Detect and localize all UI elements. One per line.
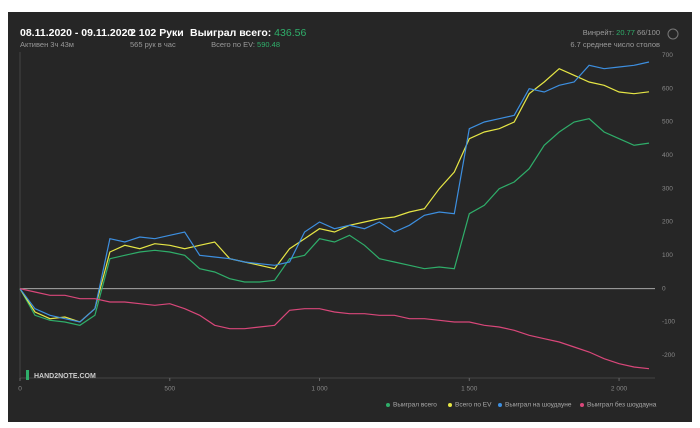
- series-line: [19, 288, 650, 370]
- series-line: [19, 61, 650, 323]
- logo-mark: [26, 370, 29, 380]
- x-tick-label: 1 000: [311, 386, 328, 393]
- series-line: [19, 67, 650, 323]
- y-tick-label: 100: [662, 252, 673, 259]
- winrate-value: 20.77: [616, 28, 635, 37]
- y-tick-label: 700: [662, 52, 673, 59]
- ev-value: 590.48: [257, 40, 280, 49]
- legend-swatch: [580, 403, 584, 407]
- winrate-label: Винрейт:: [583, 28, 614, 37]
- hands-per-hour: 565 рук в час: [130, 40, 176, 49]
- legend-swatch: [448, 403, 452, 407]
- hands: 2 102 Руки: [130, 27, 184, 39]
- tables: 6.7 среднее число столов: [570, 40, 660, 49]
- x-tick-label: 1 500: [461, 386, 478, 393]
- x-tick-label: 2 000: [611, 386, 628, 393]
- legend-label: Выиграл без шоудауна: [587, 401, 657, 409]
- legend-label: Всего по EV: [455, 402, 492, 409]
- active-time: Активен 3ч 43м: [20, 40, 74, 49]
- x-tick-label: 0: [18, 386, 22, 393]
- y-tick-label: 200: [662, 219, 673, 226]
- y-tick-label: 600: [662, 85, 673, 92]
- x-tick-label: 500: [164, 386, 175, 393]
- y-tick-label: 500: [662, 119, 673, 126]
- y-tick-label: -100: [662, 319, 675, 326]
- y-tick-label: 0: [662, 285, 666, 292]
- y-tick-label: -200: [662, 352, 675, 359]
- winrate-extra: 66/100: [637, 28, 660, 37]
- legend-swatch: [498, 403, 502, 407]
- legend-label: Выиграл на шоудауне: [505, 402, 572, 409]
- y-tick-label: 400: [662, 152, 673, 159]
- legend-swatch: [386, 403, 390, 407]
- won-total: Выиграл всего: 436.56: [190, 27, 306, 39]
- won-label: Выиграл всего:: [190, 27, 271, 39]
- won-value: 436.56: [274, 27, 306, 39]
- panel: [8, 12, 692, 422]
- ev-label: Всего по EV:: [211, 40, 255, 49]
- y-tick-label: 300: [662, 185, 673, 192]
- watermark: HAND2NOTE.COM: [34, 373, 96, 380]
- settings-icon[interactable]: [667, 28, 679, 40]
- winrate: Винрейт: 20.77 66/100: [583, 28, 660, 37]
- series-line: [19, 118, 650, 326]
- ev-total: Всего по EV: 590.48: [211, 40, 280, 49]
- date-range: 08.11.2020 - 09.11.2020: [20, 27, 133, 39]
- legend-label: Выиграл всего: [393, 402, 437, 409]
